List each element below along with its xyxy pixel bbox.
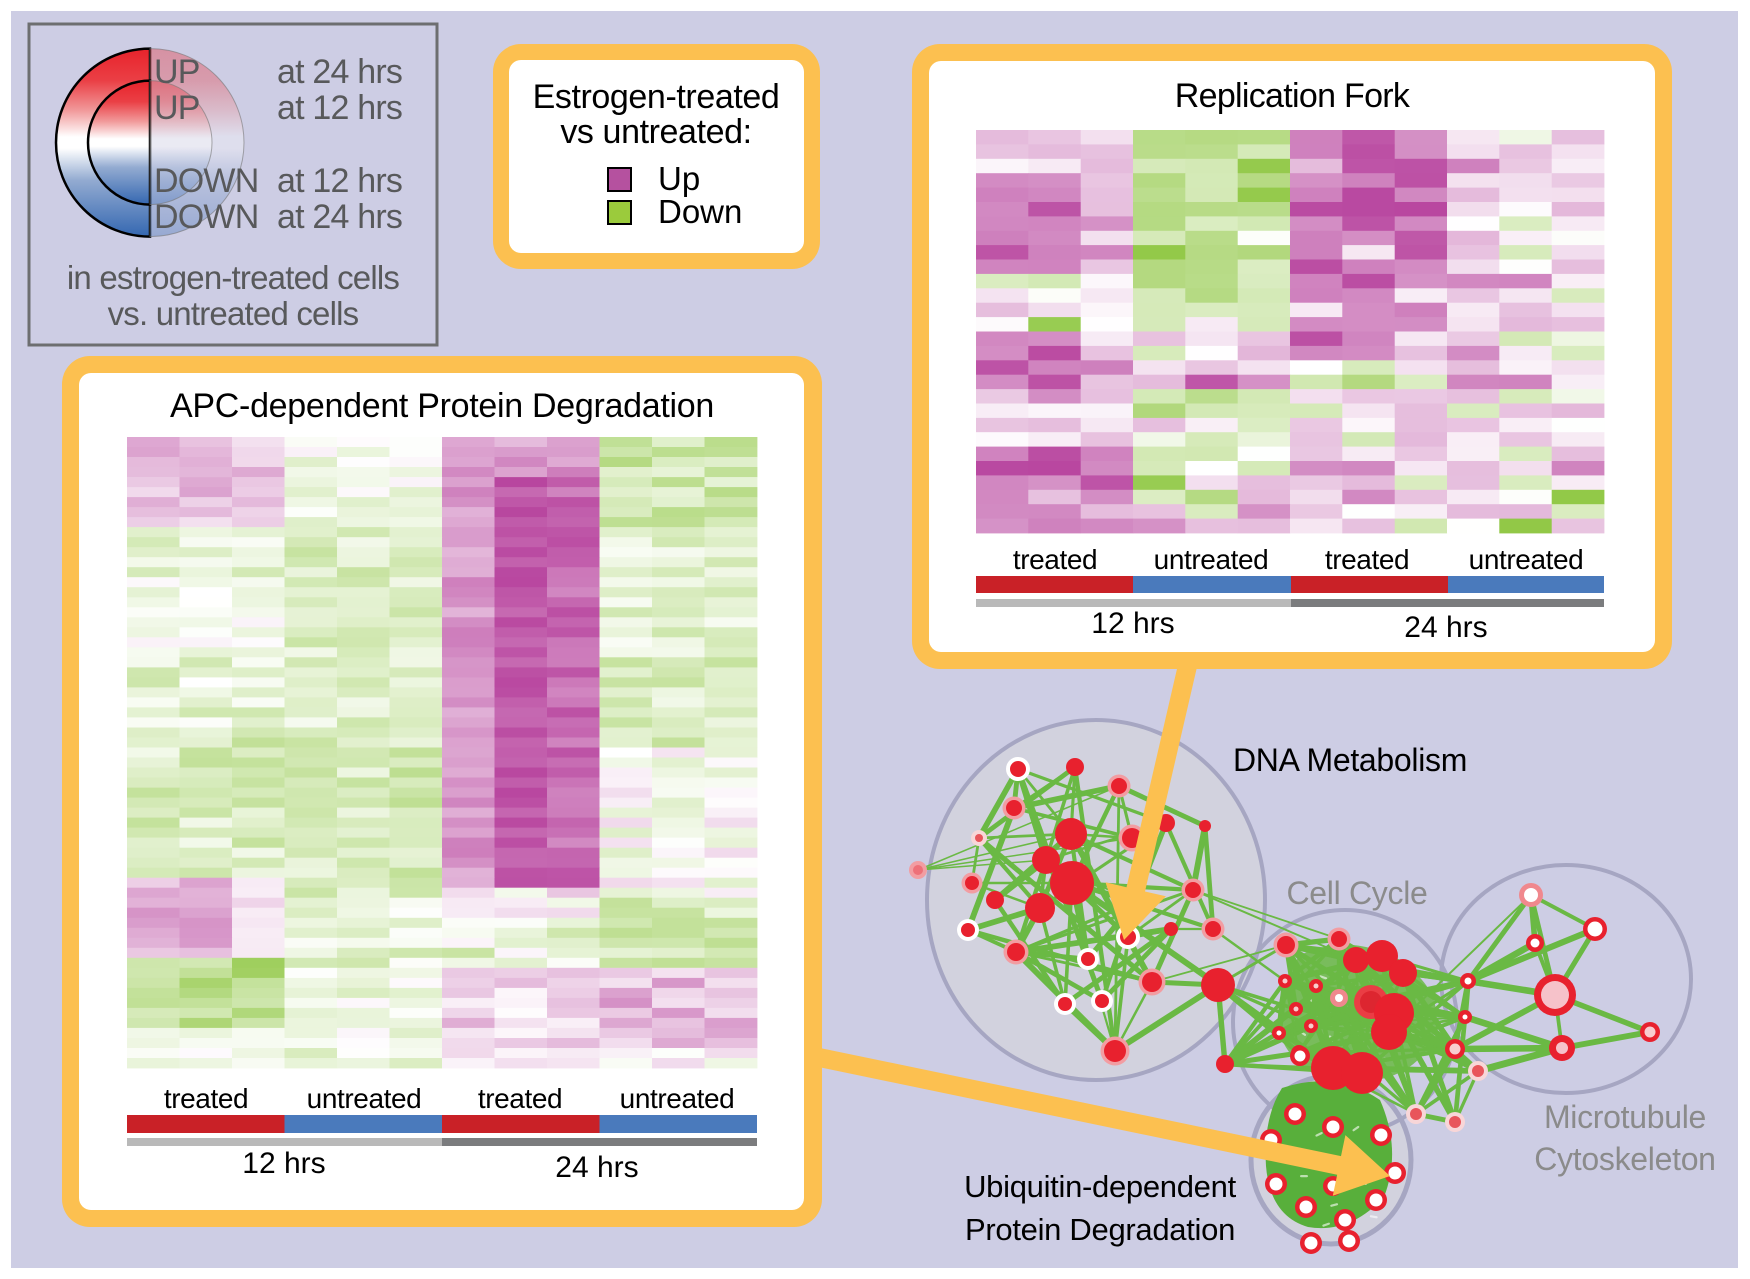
svg-text:untreated: untreated	[1469, 544, 1584, 575]
svg-text:untreated: untreated	[307, 1083, 422, 1114]
svg-text:vs untreated:: vs untreated:	[560, 113, 751, 151]
svg-text:Protein Degradation: Protein Degradation	[965, 1212, 1235, 1247]
svg-text:UP: UP	[154, 53, 200, 91]
svg-text:Down: Down	[658, 193, 742, 230]
svg-text:untreated: untreated	[620, 1083, 735, 1114]
svg-text:12 hrs: 12 hrs	[242, 1147, 325, 1180]
svg-text:at 12 hrs: at 12 hrs	[277, 89, 402, 127]
svg-text:Cytoskeleton: Cytoskeleton	[1534, 1141, 1715, 1177]
svg-text:Estrogen-treated: Estrogen-treated	[533, 78, 780, 116]
svg-text:treated: treated	[164, 1083, 248, 1114]
svg-text:at 24 hrs: at 24 hrs	[277, 198, 402, 236]
svg-text:in estrogen-treated cells: in estrogen-treated cells	[67, 259, 399, 296]
svg-text:DOWN: DOWN	[154, 198, 258, 236]
svg-text:at 24 hrs: at 24 hrs	[277, 53, 402, 91]
svg-text:UP: UP	[154, 89, 200, 127]
svg-text:untreated: untreated	[1154, 544, 1269, 575]
svg-text:12 hrs: 12 hrs	[1091, 607, 1174, 640]
svg-text:treated: treated	[1013, 544, 1097, 575]
svg-text:Cell Cycle: Cell Cycle	[1286, 875, 1427, 911]
svg-text:treated: treated	[1325, 544, 1409, 575]
svg-text:APC-dependent Protein Degradat: APC-dependent Protein Degradation	[170, 387, 714, 425]
svg-text:DNA Metabolism: DNA Metabolism	[1233, 742, 1467, 778]
svg-text:at 12 hrs: at 12 hrs	[277, 162, 402, 200]
svg-text:treated: treated	[478, 1083, 562, 1114]
svg-text:Microtubule: Microtubule	[1544, 1099, 1706, 1135]
svg-text:Up: Up	[658, 160, 700, 197]
svg-text:Ubiquitin-dependent: Ubiquitin-dependent	[964, 1169, 1236, 1204]
svg-text:24 hrs: 24 hrs	[555, 1151, 638, 1184]
svg-text:Replication Fork: Replication Fork	[1175, 77, 1411, 115]
svg-text:DOWN: DOWN	[154, 162, 258, 200]
svg-text:24 hrs: 24 hrs	[1404, 611, 1487, 644]
svg-text:vs. untreated cells: vs. untreated cells	[108, 295, 359, 332]
